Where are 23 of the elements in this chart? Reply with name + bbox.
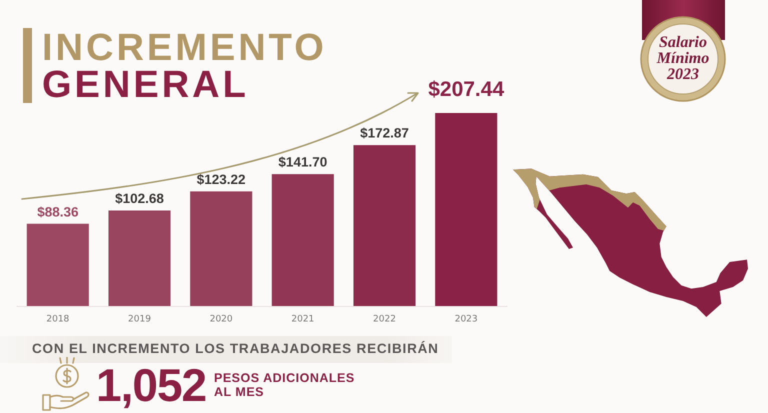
data-label: $207.44	[428, 78, 504, 101]
chart-title: INCREMENTO GENERAL	[42, 27, 327, 106]
bar	[190, 191, 252, 306]
data-label: $123.22	[196, 172, 246, 187]
bar	[108, 210, 171, 306]
text: PESOS ADICIONALES AL MES	[214, 371, 355, 399]
data-label: $141.70	[278, 154, 328, 170]
x-tick-label: 2018	[46, 314, 70, 324]
data-label: $102.68	[115, 190, 164, 206]
x-tick-label: 2020	[210, 314, 233, 324]
bar	[353, 145, 416, 306]
text: Salario Mínimo 2023	[656, 34, 710, 83]
data-label: $172.87	[360, 126, 409, 141]
x-tick-label: 2021	[291, 314, 314, 324]
x-tick-label: 2022	[373, 314, 396, 324]
text: CON EL INCREMENTO LOS TRABAJADORES RECIBIRÁN	[32, 341, 439, 356]
x-tick-label: 2023	[454, 314, 478, 324]
x-tick-label: 2019	[128, 314, 152, 324]
bar	[272, 174, 334, 306]
text: 1,052	[96, 359, 206, 411]
bar	[26, 224, 89, 306]
bar	[435, 113, 498, 306]
data-label: $88.36	[37, 204, 79, 220]
